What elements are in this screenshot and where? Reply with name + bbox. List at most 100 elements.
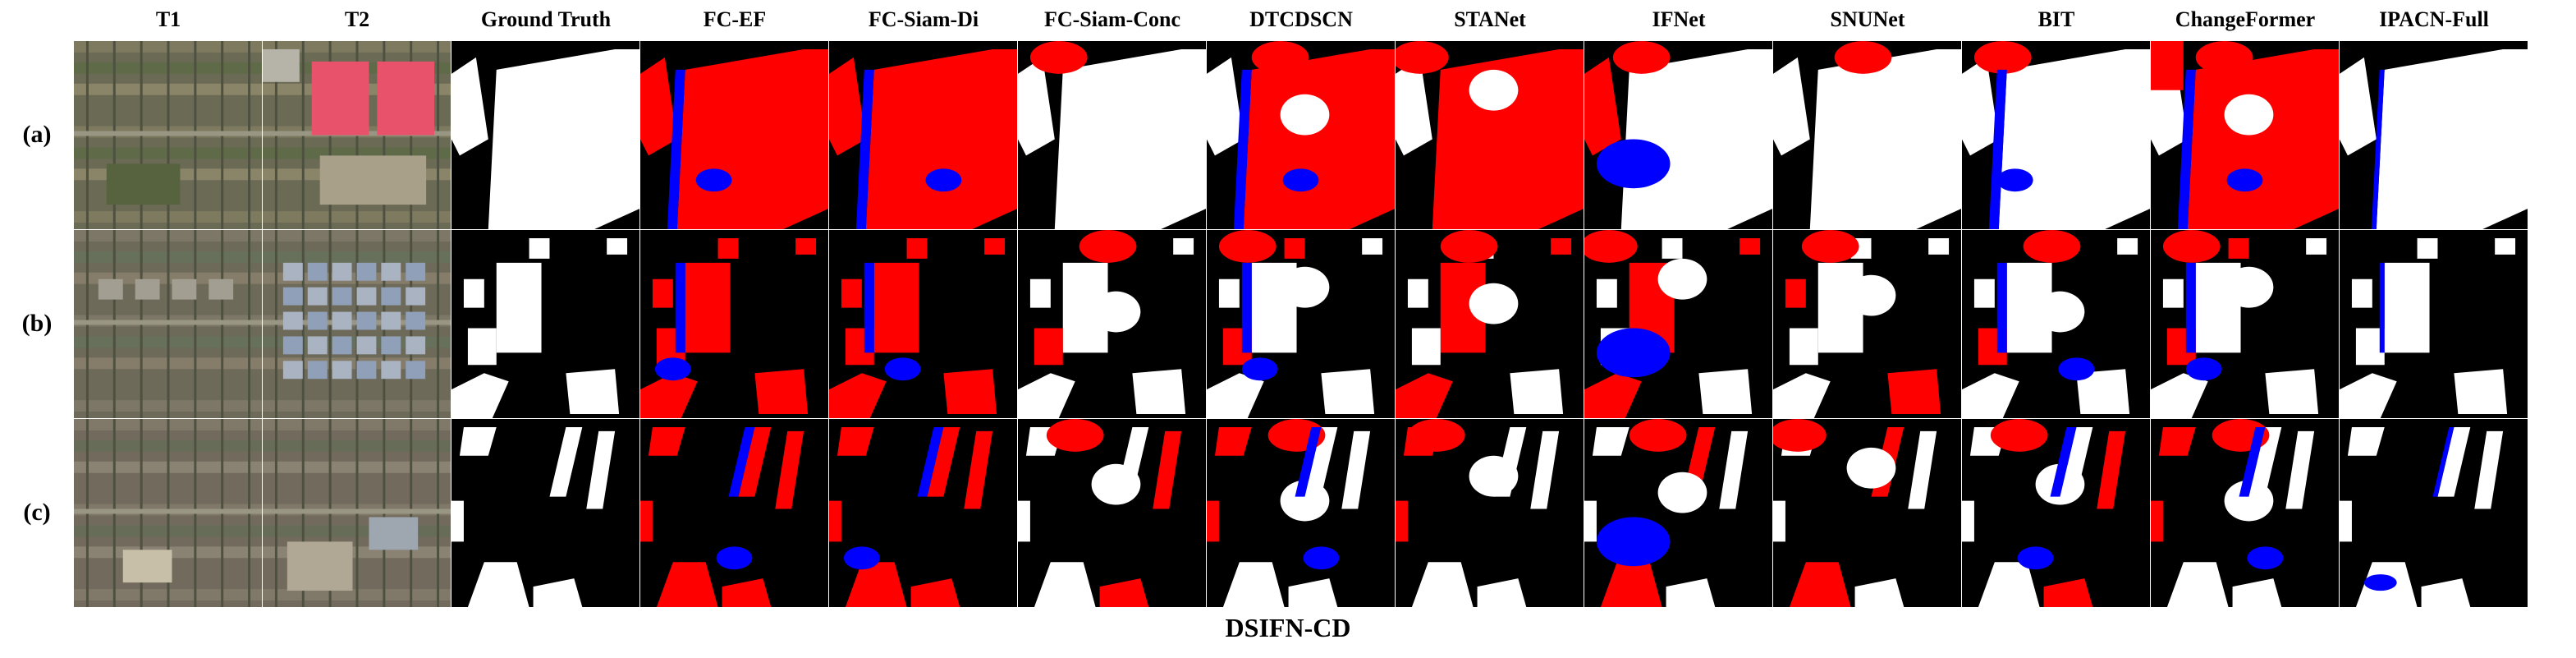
predicted-region xyxy=(2117,237,2138,255)
predicted-region xyxy=(640,57,677,156)
predicted-region xyxy=(1719,430,1749,509)
panel-ipacn-full-row-2 xyxy=(2340,230,2528,418)
predicted-region xyxy=(1396,500,1408,542)
panel-fc-siam-conc-row-2 xyxy=(1018,230,1206,418)
column-header-ground-truth: Ground Truth xyxy=(480,7,612,31)
false-negative-blob xyxy=(1241,357,1278,381)
change-map xyxy=(1584,419,1772,607)
predicted-region xyxy=(2097,430,2126,509)
false-positive-blob xyxy=(2195,41,2253,74)
false-negative-region xyxy=(667,69,685,229)
change-region xyxy=(451,57,488,156)
change-region xyxy=(467,328,497,366)
panel-ifnet-row-3 xyxy=(1584,419,1772,607)
false-negative-blob xyxy=(654,357,691,381)
panel-stanet-row-3 xyxy=(1396,419,1584,607)
predicted-region xyxy=(1207,373,1264,418)
roof-block xyxy=(282,287,303,306)
roof-block xyxy=(381,336,401,355)
false-positive-blob xyxy=(1801,230,1859,263)
false-positive-block xyxy=(2151,41,2184,90)
false-negative-blob xyxy=(695,168,732,192)
false-negative-blob xyxy=(843,546,880,570)
panel-changeformer-row-2 xyxy=(2151,230,2339,418)
predicted-region xyxy=(640,373,698,418)
predicted-region xyxy=(685,262,731,353)
predicted-region xyxy=(2384,262,2430,353)
false-negative-region xyxy=(2050,426,2077,497)
column-header-changeformer: ChangeFormer xyxy=(2175,7,2316,31)
false-positive-blob xyxy=(1629,419,1687,452)
predicted-region xyxy=(2474,430,2504,509)
false-negative-blob xyxy=(716,546,753,570)
change-region xyxy=(533,578,583,607)
false-negative-blob xyxy=(1596,517,1671,567)
roof-block xyxy=(356,336,377,355)
panel-fc-ef-row-1 xyxy=(640,41,828,229)
roof-block xyxy=(332,287,352,306)
roof-block xyxy=(307,262,328,281)
predicted-region xyxy=(2351,278,2372,308)
roof-block xyxy=(381,287,401,306)
roof-block xyxy=(307,311,328,330)
predicted-region xyxy=(795,237,817,255)
roof-block xyxy=(356,361,377,380)
false-negative-edge xyxy=(2432,426,2455,497)
predicted-region xyxy=(1099,578,1149,607)
false-negative-blob xyxy=(884,357,921,381)
predicted-region xyxy=(1214,426,1252,456)
change-region xyxy=(549,426,583,497)
road xyxy=(263,508,451,514)
change-map xyxy=(1773,419,1961,607)
panel-stanet-row-1 xyxy=(1396,41,1584,229)
predicted-region xyxy=(1153,430,1182,509)
predicted-region xyxy=(1785,278,1806,308)
cleared-ground xyxy=(319,155,427,205)
true-positive-blob xyxy=(2224,94,2274,136)
row-label-1: (a) xyxy=(22,121,52,148)
true-positive-blob xyxy=(1657,85,1707,127)
false-negative-region xyxy=(855,69,874,229)
column-header-bit: BIT xyxy=(2037,7,2075,31)
predicted-region xyxy=(1854,578,1904,607)
house xyxy=(209,278,234,300)
true-positive-blob xyxy=(1469,283,1519,324)
bare-ground xyxy=(122,550,172,583)
false-negative-region xyxy=(2177,69,2196,229)
false-negative-region xyxy=(1295,426,1322,497)
predicted-region xyxy=(775,430,804,509)
true-positive-blob xyxy=(1280,480,1330,522)
change-region xyxy=(459,426,497,456)
predicted-region xyxy=(1908,430,1937,509)
predicted-region xyxy=(865,48,1017,229)
panel-ground-truth-row-2 xyxy=(451,230,639,418)
panel-bit-row-1 xyxy=(1962,41,2150,229)
roof-block xyxy=(356,262,377,281)
predicted-region xyxy=(1321,369,1375,415)
true-positive-blob xyxy=(2224,266,2274,308)
true-positive-blob xyxy=(1091,463,1141,505)
predicted-region xyxy=(2437,426,2471,497)
roof-block xyxy=(332,361,352,380)
panel-fc-siam-di-row-1 xyxy=(829,41,1017,229)
true-positive-blob xyxy=(1280,94,1330,136)
false-negative-region xyxy=(2185,262,2196,353)
false-positive-blob xyxy=(1029,41,1088,74)
false-positive-blob xyxy=(1990,419,2048,452)
predicted-region xyxy=(1034,328,1063,366)
predicted-region xyxy=(1062,262,1108,353)
panel-snunet-row-1 xyxy=(1773,41,1961,229)
panel-t1-row-3 xyxy=(74,419,262,607)
column-header-fc-siam-conc: FC-Siam-Conc xyxy=(1043,7,1181,31)
predicted-region xyxy=(722,578,772,607)
predicted-region xyxy=(1477,578,1527,607)
panel-ifnet-row-1 xyxy=(1584,41,1772,229)
panel-fc-siam-di-row-2 xyxy=(829,230,1017,418)
roof-block xyxy=(406,361,426,380)
panel-dtcdscn-row-2 xyxy=(1207,230,1395,418)
predicted-region xyxy=(1592,426,1629,456)
satellite-image xyxy=(263,230,451,418)
change-map xyxy=(2151,41,2339,229)
predicted-region xyxy=(1887,369,1941,415)
false-negative-edge xyxy=(2379,262,2385,353)
